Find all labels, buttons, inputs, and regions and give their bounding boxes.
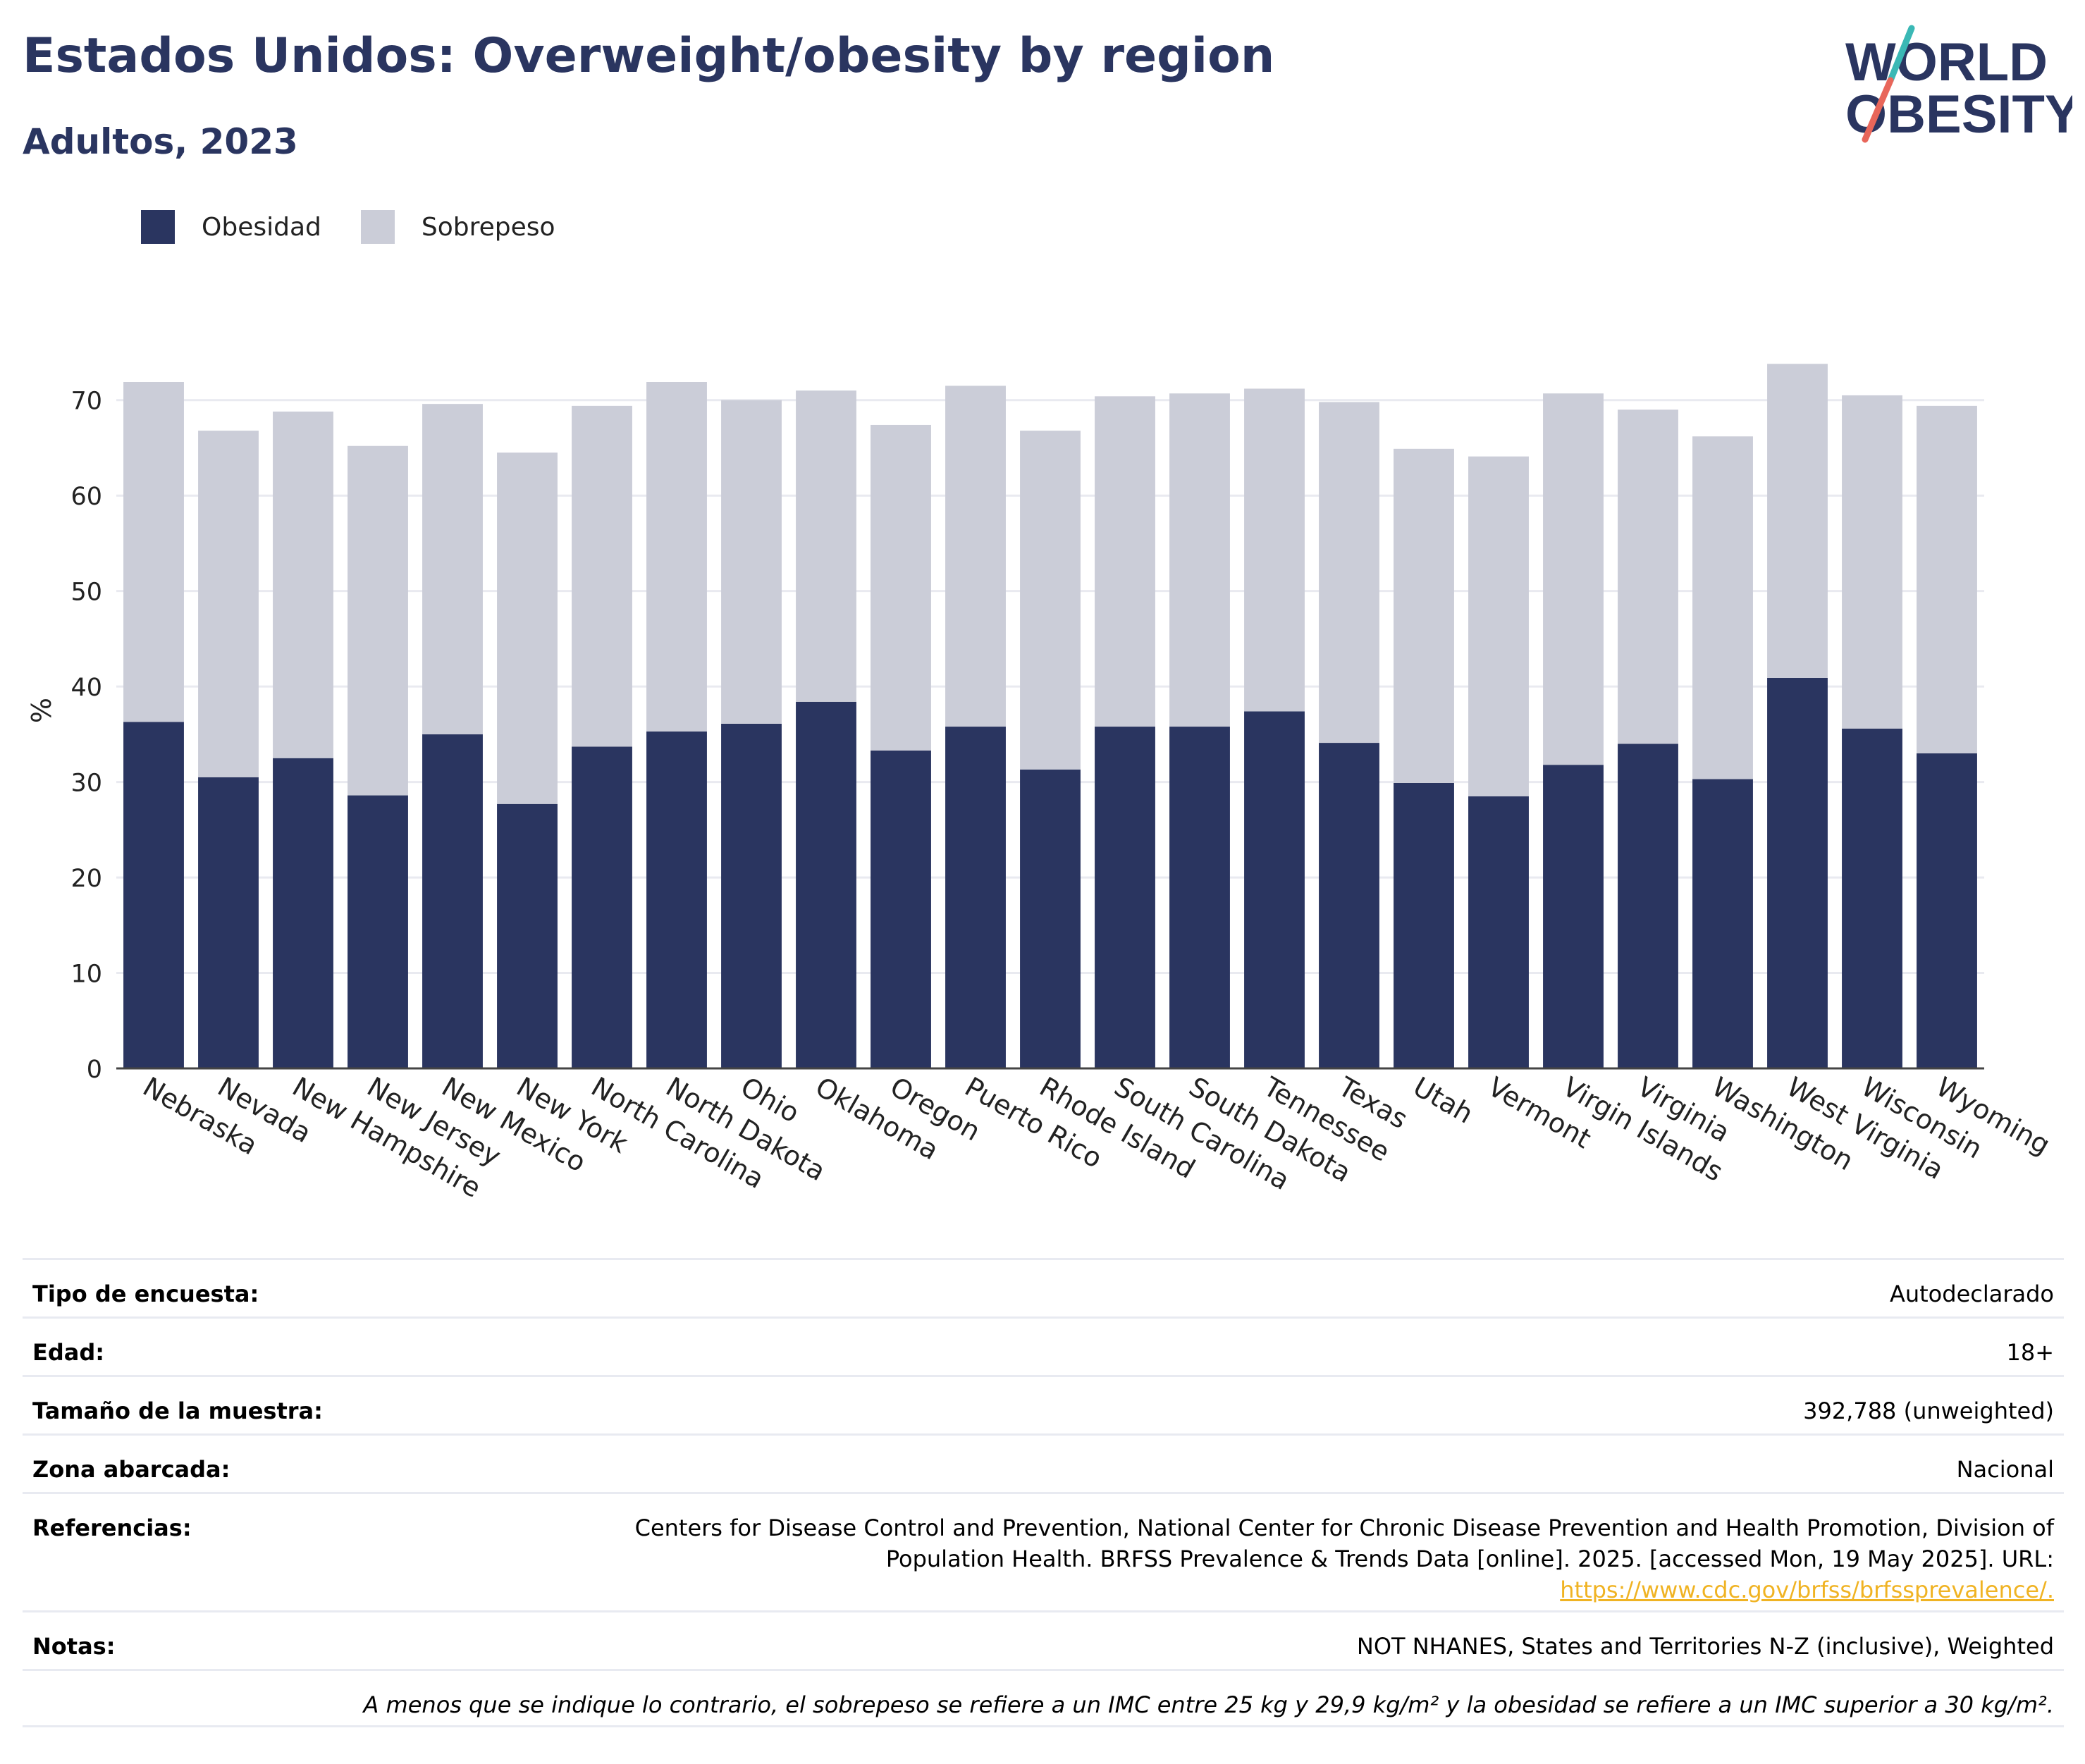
bar-overweight-vermont <box>1468 456 1529 796</box>
legend: Obesidad Sobrepeso <box>141 210 595 244</box>
bar-obesity-utah <box>1394 782 1454 1068</box>
bar-overweight-nevada <box>198 431 259 777</box>
info-value: Autodeclarado <box>1889 1281 2054 1307</box>
info-label: Zona abarcada: <box>32 1456 230 1483</box>
chart-title: Estados Unidos: Overweight/obesity by re… <box>23 28 1275 84</box>
info-value: 392,788 (unweighted) <box>1803 1398 2054 1424</box>
info-value: 18+ <box>2006 1339 2054 1366</box>
bar-overweight-new-jersey <box>348 445 408 796</box>
logo-slash-teal <box>1887 25 1915 84</box>
bar-obesity-rhode-island <box>1020 769 1081 1068</box>
survey-info-table: Tipo de encuesta: Autodeclarado Edad: 18… <box>23 1258 2064 1727</box>
info-label: Tipo de encuesta: <box>32 1281 259 1307</box>
y-tick-label: 70 <box>70 388 102 416</box>
info-label: Referencias: <box>32 1515 192 1541</box>
bar-obesity-washington <box>1692 779 1753 1068</box>
bar-obesity-wisconsin <box>1842 728 1902 1068</box>
bar-obesity-nebraska <box>123 722 184 1068</box>
bar-obesity-oklahoma <box>796 701 856 1068</box>
bar-overweight-puerto-rico <box>945 386 1006 727</box>
y-tick-label: 0 <box>87 1056 102 1084</box>
bar-obesity-new-hampshire <box>273 758 333 1068</box>
y-tick-label: 60 <box>70 483 102 511</box>
x-tick-label: Utah <box>1408 1071 1479 1130</box>
references-line1: Centers for Disease Control and Preventi… <box>634 1515 2054 1541</box>
bar-overweight-ohio <box>721 400 782 724</box>
legend-item-obesity[interactable]: Obesidad <box>141 210 321 244</box>
bar-overweight-north-dakota <box>646 381 707 732</box>
bar-overweight-oklahoma <box>796 390 856 702</box>
y-tick-label: 10 <box>70 961 102 989</box>
info-row-notes: Notas: NOT NHANES, States and Territorie… <box>23 1610 2064 1669</box>
legend-label-overweight: Sobrepeso <box>421 212 555 242</box>
references-link[interactable]: https://www.cdc.gov/brfss/brfssprevalenc… <box>1560 1577 2054 1603</box>
bar-obesity-south-dakota <box>1169 727 1230 1068</box>
bar-overweight-oregon <box>871 424 931 751</box>
info-row-footnote: A menos que se indique lo contrario, el … <box>23 1669 2064 1727</box>
bar-overweight-nebraska <box>123 381 184 722</box>
bar-obesity-ohio <box>721 723 782 1068</box>
references-text: Centers for Disease Control and Preventi… <box>635 1512 2054 1605</box>
legend-swatch-overweight <box>360 210 395 244</box>
info-row-references: Referencias: Centers for Disease Control… <box>23 1492 2064 1610</box>
info-label: Notas: <box>32 1633 116 1660</box>
bar-overweight-south-carolina <box>1095 396 1155 727</box>
bar-obesity-oregon <box>871 750 931 1068</box>
bar-obesity-new-york <box>497 803 558 1068</box>
bar-obesity-west-virginia <box>1767 677 1828 1068</box>
bar-obesity-virginia <box>1618 744 1678 1068</box>
bar-obesity-new-jersey <box>348 795 408 1068</box>
bar-overweight-utah <box>1394 448 1454 783</box>
bar-obesity-south-carolina <box>1095 727 1155 1068</box>
bar-obesity-nevada <box>198 777 259 1068</box>
logo-line1: WORLD <box>1845 32 2048 92</box>
y-tick-label: 40 <box>70 674 102 702</box>
info-value: Nacional <box>1956 1456 2054 1483</box>
info-label: Tamaño de la muestra: <box>32 1398 323 1424</box>
bar-obesity-north-carolina <box>572 746 632 1068</box>
info-row-area: Zona abarcada: Nacional <box>23 1433 2064 1492</box>
bar-overweight-west-virginia <box>1767 364 1828 678</box>
logo-slash-coral <box>1862 77 1894 143</box>
bar-obesity-new-mexico <box>422 734 483 1068</box>
footnote: A menos que se indique lo contrario, el … <box>363 1691 2054 1718</box>
bar-obesity-texas <box>1319 743 1379 1068</box>
y-tick-label: 30 <box>70 770 102 798</box>
y-tick-label: 50 <box>70 579 102 607</box>
bar-overweight-new-york <box>497 452 558 804</box>
world-obesity-logo: WORLD OBESITY <box>1845 25 2072 144</box>
bar-overweight-tennessee <box>1244 388 1305 712</box>
bar-overweight-new-hampshire <box>273 411 333 758</box>
y-tick-label: 20 <box>70 865 102 893</box>
chart-subtitle: Adultos, 2023 <box>23 121 298 162</box>
info-row-age: Edad: 18+ <box>23 1316 2064 1375</box>
bar-obesity-wyoming <box>1917 753 1977 1068</box>
y-axis-label: % <box>26 698 57 723</box>
legend-item-overweight[interactable]: Sobrepeso <box>360 210 555 244</box>
bar-obesity-virgin-islands <box>1543 765 1604 1068</box>
bar-overweight-wisconsin <box>1842 395 1902 729</box>
bar-overweight-virginia <box>1618 409 1678 744</box>
info-row-survey-type: Tipo de encuesta: Autodeclarado <box>23 1258 2064 1316</box>
info-value: NOT NHANES, States and Territories N-Z (… <box>1356 1633 2054 1660</box>
bar-overweight-wyoming <box>1917 405 1977 753</box>
bar-obesity-north-dakota <box>646 731 707 1068</box>
bar-overweight-north-carolina <box>572 405 632 747</box>
legend-label-obesity: Obesidad <box>202 212 321 242</box>
bar-obesity-puerto-rico <box>945 727 1006 1068</box>
info-label: Edad: <box>32 1339 105 1366</box>
bar-overweight-washington <box>1692 436 1753 779</box>
bar-overweight-texas <box>1319 402 1379 744</box>
references-line2: Population Health. BRFSS Prevalence & Tr… <box>885 1546 2054 1572</box>
bar-obesity-vermont <box>1468 796 1529 1068</box>
bar-overweight-virgin-islands <box>1543 393 1604 765</box>
bar-overweight-rhode-island <box>1020 431 1081 770</box>
bar-overweight-south-dakota <box>1169 393 1230 727</box>
logo-line2: OBESITY <box>1845 85 2072 144</box>
legend-swatch-obesity <box>141 210 175 244</box>
bar-overweight-new-mexico <box>422 404 483 734</box>
info-row-sample-size: Tamaño de la muestra: 392,788 (unweighte… <box>23 1375 2064 1433</box>
bar-obesity-tennessee <box>1244 711 1305 1068</box>
